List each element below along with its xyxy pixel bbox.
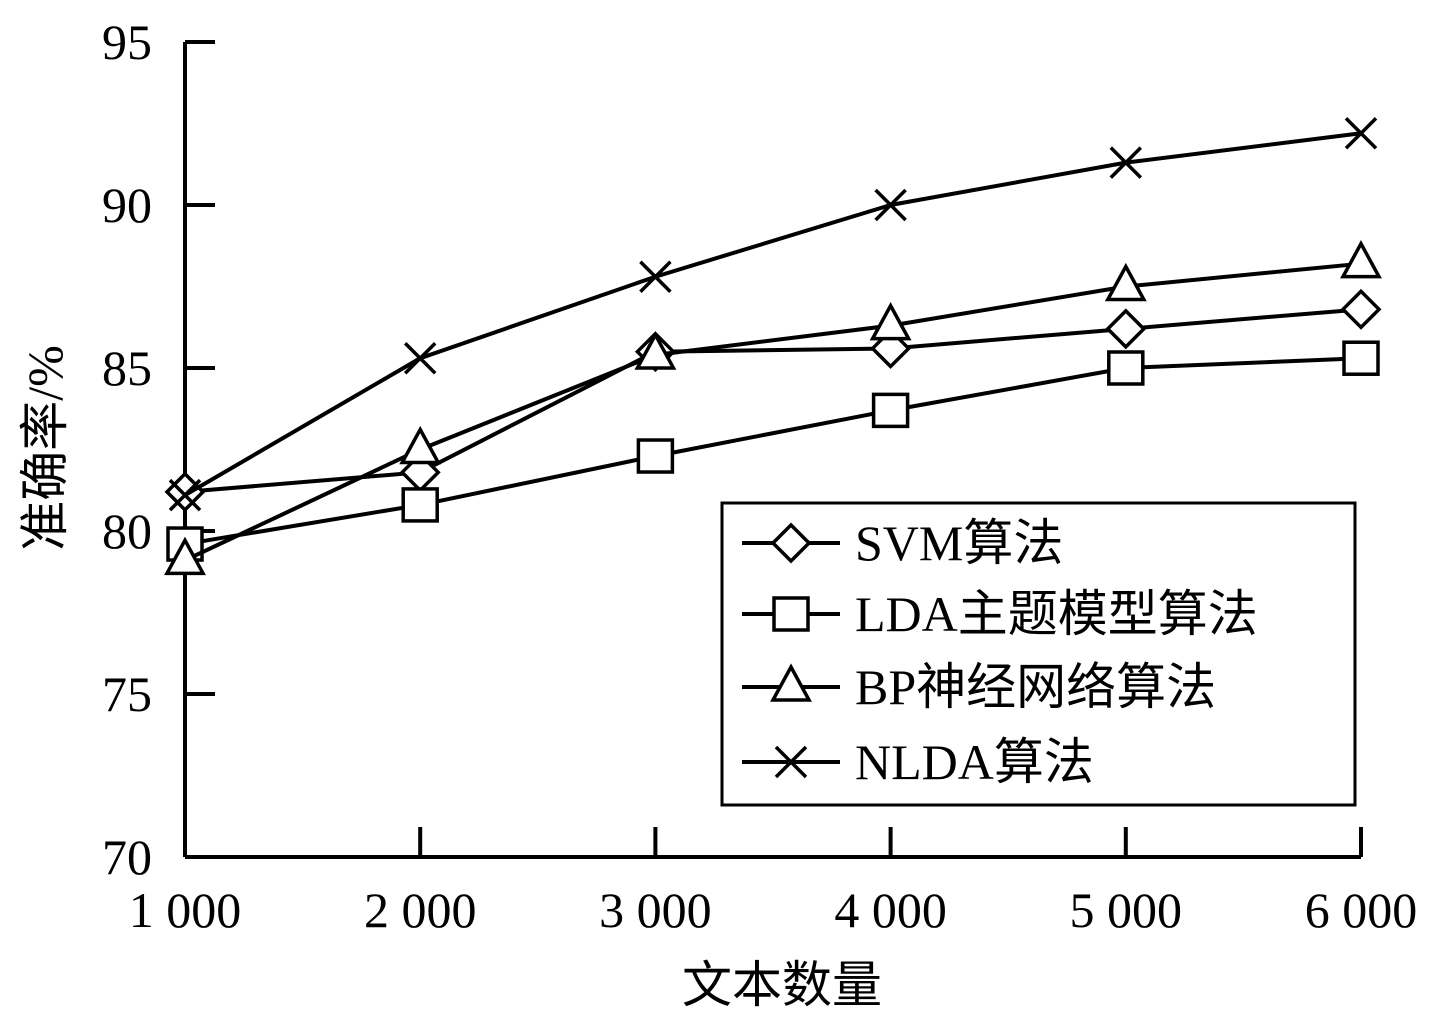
legend-item-diamond: SVM算法 [742,515,1063,571]
legend-marker-x [774,745,808,779]
marker-x-stroke [874,188,907,222]
data-point-x [1344,117,1378,150]
legend-item-triangle: BP神经网络算法 [742,659,1216,715]
data-point-square [871,392,910,429]
marker-x-stroke [639,260,672,293]
marker-x-stroke [168,478,202,512]
legend-label: BP神经网络算法 [855,659,1216,715]
data-point-x [168,478,202,512]
legend-marker-square [772,596,810,632]
marker-x-stroke [1344,117,1378,150]
series-line-x [183,131,1362,497]
legend-item-square: LDA主题模型算法 [742,586,1258,642]
series-group [164,117,1382,576]
data-point-triangle [1340,240,1382,279]
legend-label: SVM算法 [855,515,1063,571]
x-tick-label: 5 000 [1070,882,1183,938]
x-tick-label: 4 000 [834,882,947,938]
series-line-triangle [184,261,1362,563]
series-line-diamond [184,307,1362,494]
data-point-square [636,438,675,474]
y-tick-label: 85 [102,340,152,396]
data-point-square [1107,350,1145,386]
axes: 70 75 80 85 90 95 1 000 2 000 3 000 4 000 5 000 6 0… [102,14,1417,938]
data-point-triangle [634,331,677,370]
series-x [168,117,1378,512]
x-tick-label: 6 000 [1305,882,1418,938]
series-line-square [184,356,1362,547]
data-point-x [1109,146,1143,179]
data-point-triangle [1104,262,1147,302]
y-tick-label: 70 [102,829,152,885]
x-tick-label: 1 000 [129,882,242,938]
data-point-diamond [1105,308,1147,350]
series-square [166,340,1380,562]
legend: SVM算法 LDA主题模型算法 BP神经网络算法 NLDA算法 [720,501,1357,807]
data-point-x [403,341,437,375]
legend-marker-triangle [770,663,812,702]
legend-marker-diamond [770,522,812,564]
legend-label: NLDA算法 [855,734,1094,790]
legend-item-x: NLDA算法 [742,734,1094,790]
data-point-triangle [869,301,912,341]
legend-label: LDA主题模型算法 [855,586,1258,642]
x-axis-title: 文本数量 [682,957,882,1013]
y-tick-label: 80 [102,503,152,559]
x-tick-label: 2 000 [364,882,477,938]
data-point-x [874,188,907,222]
data-point-x [639,260,672,293]
x-tick-label: 3 000 [599,882,712,938]
marker-x-stroke [774,745,808,779]
y-tick-label: 75 [102,666,152,722]
data-point-triangle [399,425,442,465]
marker-x-stroke [1109,146,1143,179]
y-tick-label: 95 [102,14,152,70]
y-axis-title: 准确率/% [17,345,73,551]
legend-box [720,501,1357,807]
marker-x-stroke [403,341,437,375]
series-triangle [164,240,1382,576]
data-point-square [401,487,439,523]
data-point-square [1342,340,1380,376]
data-point-diamond [1340,288,1382,330]
data-point-diamond [164,471,206,513]
y-tick-label: 90 [102,177,152,233]
data-point-triangle [164,536,206,576]
